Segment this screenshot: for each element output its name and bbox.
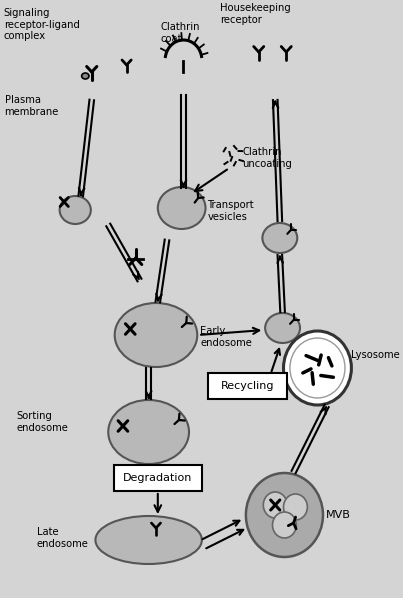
Text: Early
endosome: Early endosome [200, 326, 252, 348]
Ellipse shape [158, 187, 206, 229]
Ellipse shape [60, 196, 91, 224]
Ellipse shape [262, 223, 297, 253]
Text: Housekeeping
receptor: Housekeeping receptor [220, 3, 291, 25]
Text: Signaling
receptor-ligand
complex: Signaling receptor-ligand complex [4, 8, 79, 41]
Ellipse shape [108, 400, 189, 464]
Text: Sorting
endosome: Sorting endosome [17, 411, 69, 433]
Ellipse shape [82, 73, 89, 79]
Text: MVB: MVB [326, 510, 351, 520]
Circle shape [263, 492, 287, 518]
Text: Degradation: Degradation [123, 473, 193, 483]
Circle shape [290, 338, 345, 398]
Ellipse shape [265, 313, 300, 343]
Text: Recycling: Recycling [221, 381, 274, 391]
Ellipse shape [96, 516, 202, 564]
FancyBboxPatch shape [208, 373, 287, 399]
Text: Clathrin
coat: Clathrin coat [160, 22, 200, 44]
Text: Lysosome: Lysosome [351, 350, 400, 360]
Text: Transport
vesicles: Transport vesicles [208, 200, 254, 222]
Text: Clathrin
uncoating: Clathrin uncoating [242, 147, 292, 169]
FancyBboxPatch shape [114, 465, 202, 491]
Text: Plasma
membrane: Plasma membrane [4, 95, 59, 117]
Circle shape [283, 494, 307, 520]
Circle shape [246, 473, 323, 557]
Circle shape [283, 331, 351, 405]
Ellipse shape [115, 303, 197, 367]
Circle shape [272, 512, 296, 538]
Text: Late
endosome: Late endosome [37, 527, 89, 549]
